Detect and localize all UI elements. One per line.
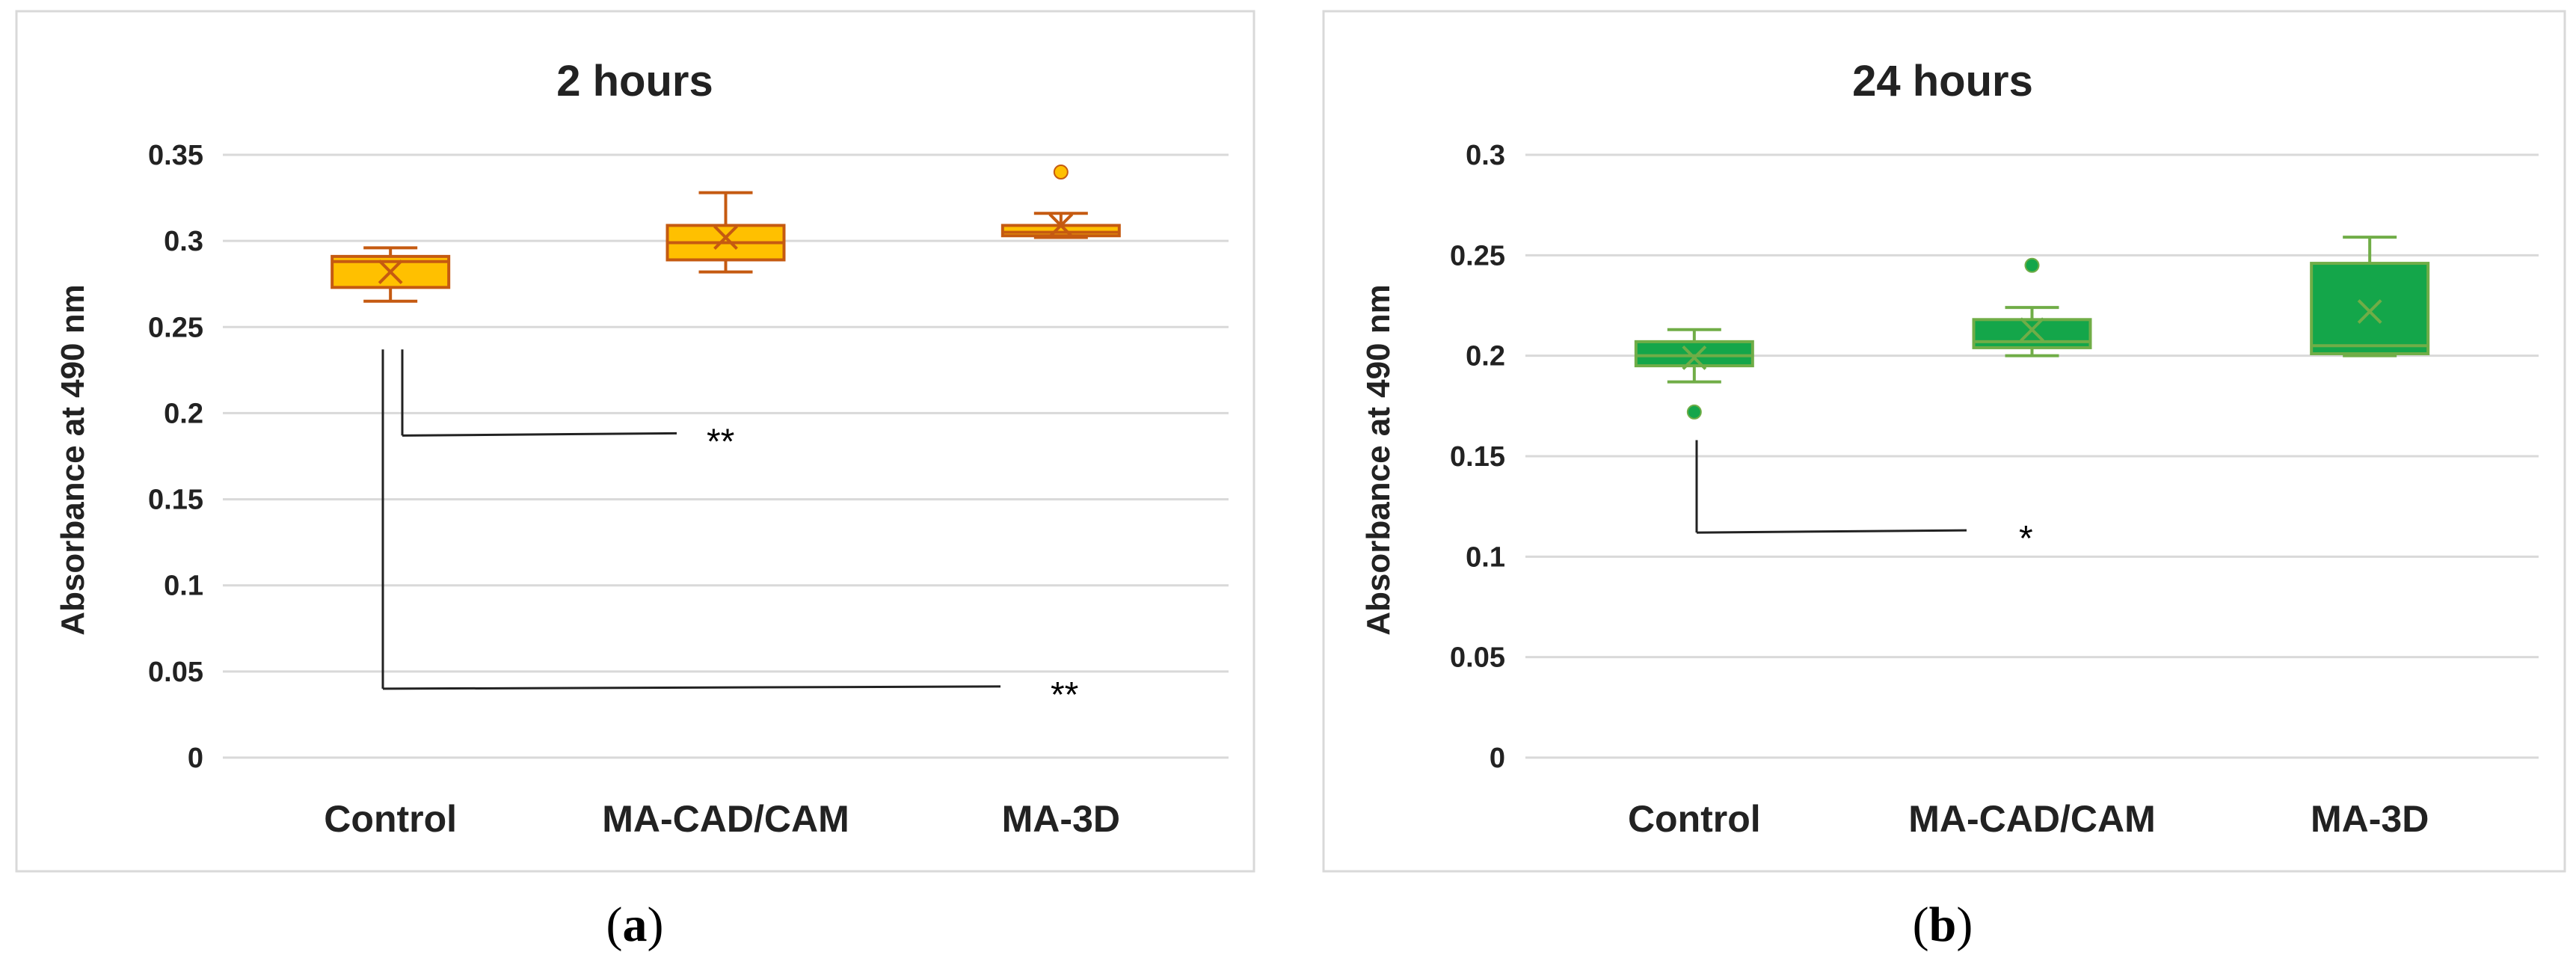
y-tick-label: 0 [188, 743, 203, 774]
outlier-point [1686, 404, 1702, 420]
box-series [331, 165, 1121, 303]
box-iqr [2310, 262, 2430, 355]
category-label: MA-3D [2311, 798, 2429, 840]
y-tick-label: 0.05 [148, 657, 203, 688]
y-tick-label: 0.15 [148, 485, 203, 516]
y-tick-label: 0.25 [148, 312, 203, 343]
bracket-horizontal [1696, 529, 1967, 534]
box-iqr [1972, 318, 2092, 349]
y-tick-label: 0.2 [1466, 341, 1505, 372]
caption-open-paren: ( [1913, 897, 1929, 952]
box-plot [1000, 165, 1121, 239]
panel-caption: (b) [1913, 897, 1973, 952]
chart-title: 24 hours [1852, 57, 2033, 105]
outlier-point [1053, 165, 1069, 180]
y-tick-labels: 0 0.05 0.1 0.15 0.2 0.25 0.3 [1450, 140, 1505, 774]
y-tick-label: 0.3 [1466, 140, 1505, 171]
significance-label: ** [1051, 675, 1078, 715]
category-labels: Control MA-CAD/CAM MA-3D [1628, 798, 2429, 840]
caption-letter: a [623, 897, 648, 952]
category-label: MA-3D [1002, 798, 1120, 840]
significance-bracket: * [1695, 440, 2033, 559]
box-series [1634, 236, 2430, 420]
y-tick-label: 0.25 [1450, 240, 1505, 271]
significance-label: ** [707, 422, 734, 461]
chart-title: 2 hours [556, 57, 713, 105]
panel-caption: (a) [606, 897, 664, 952]
y-tick-label: 0 [1490, 743, 1505, 774]
bracket-horizontal [402, 432, 677, 437]
significance-annotations: ** ** [381, 349, 1078, 715]
y-tick-label: 0.1 [1466, 541, 1505, 573]
category-label: Control [324, 798, 457, 840]
y-tick-label: 0.35 [148, 140, 203, 171]
box-plot [665, 191, 786, 274]
mean-marker [2020, 317, 2044, 343]
box-plot [2310, 236, 2430, 357]
category-labels: Control MA-CAD/CAM MA-3D [324, 798, 1120, 840]
y-axis-label: Absorbance at 490 nm [55, 284, 91, 636]
caption-close-paren: ) [1956, 897, 1973, 952]
y-axis-label: Absorbance at 490 nm [1360, 284, 1397, 636]
box-plot [331, 246, 451, 303]
y-tick-label: 0.3 [164, 226, 203, 257]
y-tick-labels: 0 0.05 0.1 0.15 0.2 0.25 0.3 0.35 [148, 140, 203, 774]
box-plot [1634, 328, 1754, 420]
significance-bracket: ** [401, 349, 734, 461]
box-iqr [1634, 340, 1754, 368]
mean-marker [713, 225, 738, 250]
significance-bracket: ** [381, 349, 1078, 715]
caption-open-paren: ( [606, 897, 623, 952]
category-label: MA-CAD/CAM [1908, 798, 2156, 840]
y-tick-label: 0.2 [164, 398, 203, 429]
mean-marker [2357, 299, 2382, 324]
y-tick-label: 0.1 [164, 571, 203, 602]
bracket-horizontal [382, 685, 1001, 690]
y-tick-label: 0.05 [1450, 642, 1505, 674]
significance-annotations: * [1695, 440, 2033, 559]
caption-close-paren: ) [648, 897, 664, 952]
outlier-point [2024, 257, 2040, 273]
y-tick-label: 0.15 [1450, 441, 1505, 473]
caption-letter: b [1929, 897, 1957, 952]
category-label: MA-CAD/CAM [602, 798, 849, 840]
chart-panel-b: 24 hours Absorbance at 490 nm 0 0.05 0.1 0.… [1322, 10, 2566, 952]
chart-panel-a: 2 hours Absorbance at 490 nm 0 0.05 0.1 0.1… [15, 10, 1255, 952]
chart-frame [1322, 10, 2566, 873]
category-label: Control [1628, 798, 1761, 840]
gridlines [223, 153, 1229, 759]
box-plot [1972, 257, 2092, 357]
mean-marker [1682, 345, 1707, 370]
mean-marker [1048, 213, 1074, 238]
significance-label: * [2019, 519, 2033, 559]
mean-marker [378, 260, 403, 285]
